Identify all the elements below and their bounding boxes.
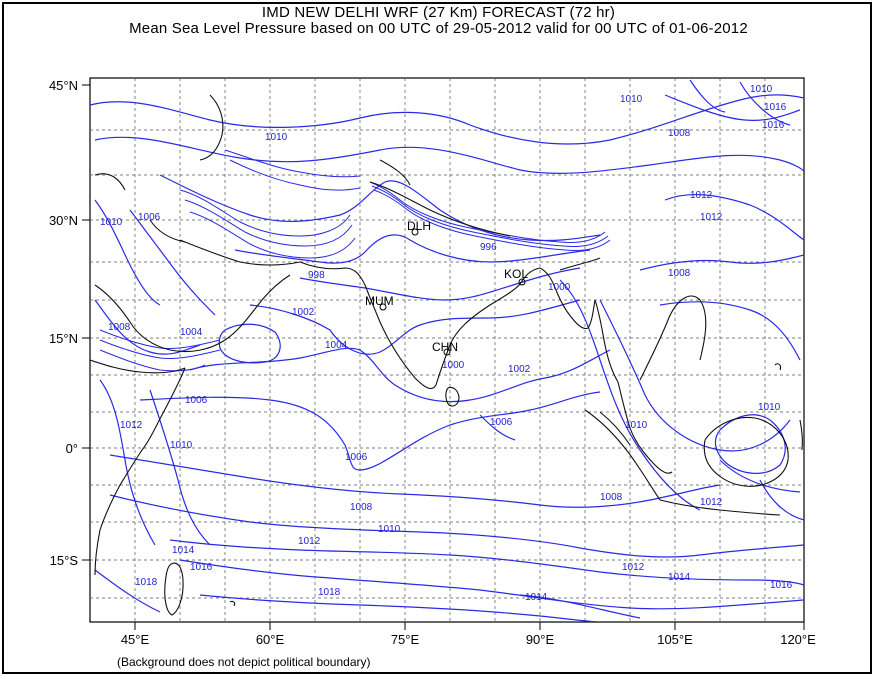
contour-label: 1004 (325, 340, 348, 351)
contour-label: 1008 (600, 492, 623, 503)
contour-label: 1006 (138, 212, 161, 223)
lat-label: 0° (66, 441, 78, 456)
contour-label: 1010 (750, 84, 773, 95)
city-label-kolkata: KOL (504, 267, 528, 281)
contour-label: 1016 (770, 580, 793, 591)
contour-labels: 1010 1008 1016 1010 1012 1006 996 998 10… (100, 84, 793, 603)
contour-label: 1006 (490, 417, 513, 428)
map-title: IMD NEW DELHI WRF (27 Km) FORECAST (72 h… (261, 4, 616, 21)
contour-label: 1008 (108, 322, 131, 333)
contour-label: 1016 (762, 120, 785, 131)
contour-label: 1010 (100, 217, 123, 228)
contour-label: 1014 (172, 545, 195, 556)
contour-label: 1010 (265, 132, 288, 143)
contour-label: 1006 (345, 452, 368, 463)
plot-area (89, 77, 805, 623)
city-label-chennai: CHN (432, 340, 458, 354)
contour-label: 1006 (185, 395, 208, 406)
lat-label: 15°S (50, 553, 79, 568)
isobars (90, 79, 804, 622)
contour-label: 1010 (758, 402, 781, 413)
city-marker (443, 348, 451, 356)
contour-label: 1012 (700, 212, 723, 223)
city-marker (411, 228, 419, 236)
contour-label: 1000 (548, 282, 571, 293)
contour-label: 996 (480, 242, 497, 253)
contour-label: 1010 (378, 524, 401, 535)
contour-label: 1002 (292, 307, 315, 318)
contour-label: 1014 (525, 592, 548, 603)
contour-label: 998 (308, 270, 325, 281)
lon-label: 105°E (657, 632, 693, 647)
contour-label: 1010 (620, 94, 643, 105)
longitude-axis: 45°E 60°E 75°E 90°E 105°E 120°E (121, 622, 816, 647)
lon-label: 45°E (121, 632, 150, 647)
contour-label: 1012 (298, 536, 321, 547)
contour-label: 1008 (350, 502, 373, 513)
contour-label: 1014 (668, 572, 691, 583)
contour-label: 1016 (764, 102, 787, 113)
contour-label: 1012 (120, 420, 143, 431)
contour-label: 1010 (625, 420, 648, 431)
contour-label: 1018 (318, 587, 341, 598)
contour-label: 1010 (170, 440, 193, 451)
lon-label: 75°E (391, 632, 420, 647)
latitude-axis: 45°N 30°N 15°N 0° 15°S (49, 78, 90, 568)
contour-label: 1012 (622, 562, 645, 573)
contour-label: 1012 (690, 190, 713, 201)
city-marker (518, 278, 526, 286)
city-label-mumbai: MUM (365, 294, 394, 308)
lat-label: 15°N (49, 331, 78, 346)
contour-label: 1004 (180, 327, 203, 338)
contour-label: 1000 (442, 360, 465, 371)
dense-isobars (99, 149, 611, 372)
lon-label: 60°E (256, 632, 285, 647)
lon-label: 90°E (526, 632, 555, 647)
contour-label: 1012 (700, 497, 723, 508)
coastlines (90, 94, 803, 616)
contour-label: 1018 (135, 577, 158, 588)
lat-label: 30°N (49, 213, 78, 228)
city-label-delhi: DLH (407, 219, 431, 233)
contour-label: 1002 (508, 364, 531, 375)
contour-label: 1016 (190, 562, 213, 573)
lon-label: 120°E (780, 632, 816, 647)
city-marker (379, 303, 387, 311)
graticule (90, 78, 804, 622)
footer-note: (Background does not depict political bo… (117, 655, 371, 669)
contour-label: 1008 (668, 268, 691, 279)
city-markers: DLH KOL MUM CHN (365, 219, 528, 356)
lat-label: 45°N (49, 78, 78, 93)
map-subtitle: Mean Sea Level Pressure based on 00 UTC … (129, 20, 748, 37)
contour-label: 1008 (668, 128, 691, 139)
